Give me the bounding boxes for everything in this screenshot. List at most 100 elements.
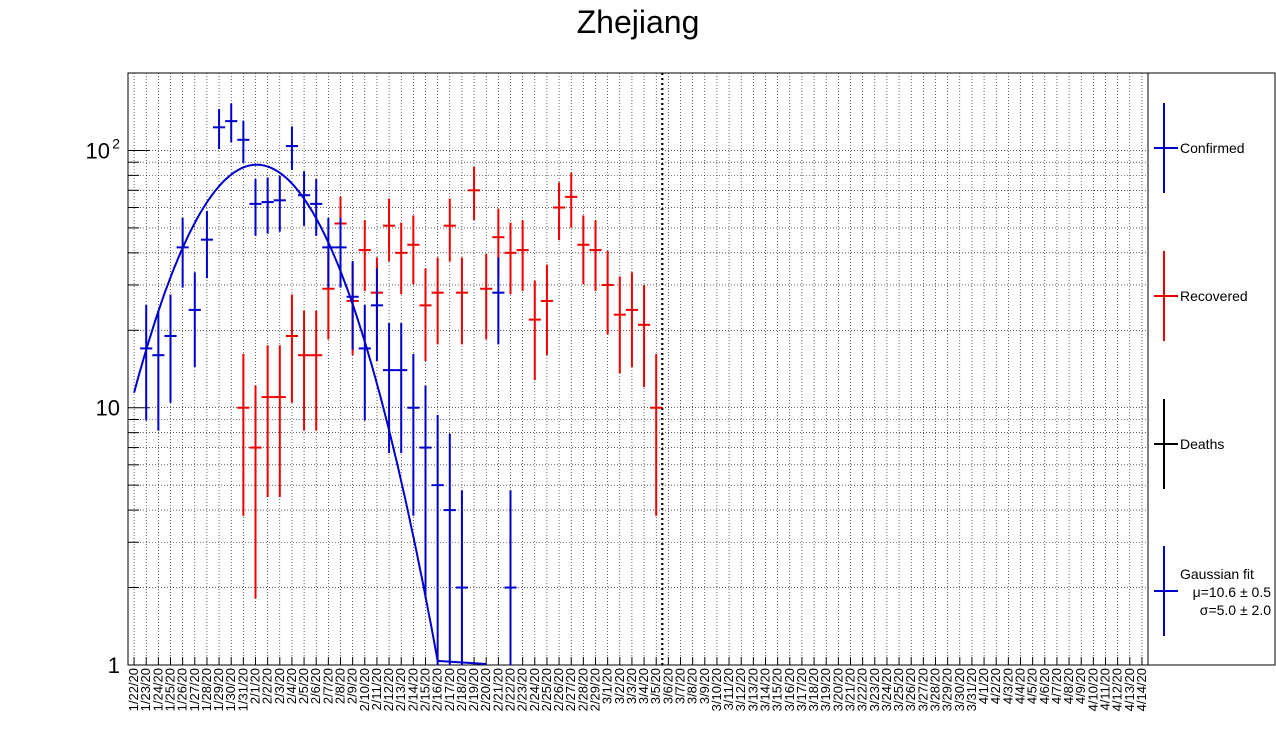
x-tick-label: 3/4/20 [636,668,651,704]
data-point-recovered [468,166,481,221]
legend-entry-deaths: Deaths [1154,399,1224,489]
x-tick-label: 4/11/20 [1098,668,1113,710]
legend-entry-recovered: Recovered [1154,251,1248,341]
x-tick-label: 3/12/20 [733,668,748,711]
x-tick-label: 2/24/20 [527,668,542,711]
data-point-recovered [638,285,651,388]
data-point-recovered [625,272,638,367]
x-tick-label: 2/10/20 [357,668,372,711]
x-tick-label: 3/20/20 [830,668,845,711]
data-point-confirmed [225,103,238,143]
data-point-recovered [383,198,396,262]
chart-title: Zhejiang [576,4,700,40]
data-points [140,103,663,665]
x-tick-label: 1/24/20 [150,668,165,711]
x-tick-label: 2/16/20 [430,668,445,711]
x-tick-label: 1/29/20 [211,668,226,711]
x-tick-label: 1/31/20 [235,668,250,711]
data-point-confirmed [407,353,420,516]
x-tick-label: 2/14/20 [405,668,420,711]
x-tick-label: 2/29/20 [588,668,603,711]
x-tick-label: 3/7/20 [673,668,688,704]
data-point-confirmed [285,126,298,170]
x-tick-label: 3/9/20 [697,668,712,704]
data-point-confirmed [273,175,286,232]
x-tick-label: 3/14/20 [758,668,773,711]
data-point-recovered [589,220,602,291]
x-tick-label: 2/26/20 [551,668,566,711]
data-point-recovered [407,215,420,285]
x-tick-label: 1/27/20 [187,668,202,711]
data-point-recovered [395,222,408,295]
data-point-confirmed [164,294,177,403]
x-tick-label: 3/18/20 [806,668,821,711]
x-tick-label: 3/5/20 [648,668,663,704]
data-point-recovered [565,172,578,228]
x-tick-label: 3/15/20 [770,668,785,711]
legend-fit-mu: μ=10.6 ± 0.5 [1193,584,1272,600]
x-tick-label: 2/23/20 [515,668,530,711]
x-tick-label: 2/15/20 [418,668,433,711]
x-tick-label: 2/11/20 [369,668,384,710]
x-tick-label: 4/13/20 [1122,668,1137,711]
legend-label: Gaussian fit [1180,566,1254,582]
x-tick-label: 2/25/20 [539,668,554,711]
x-tick-label: 2/17/20 [442,668,457,711]
data-point-confirmed [152,310,165,431]
data-point-recovered [455,257,468,345]
x-tick-label: 2/5/20 [296,668,311,704]
x-tick-label: 1/22/20 [126,668,141,711]
data-point-confirmed [358,304,371,421]
data-point-confirmed [492,257,505,345]
data-point-recovered [237,353,250,516]
data-point-recovered [516,220,529,291]
x-tick-label: 4/2/20 [988,668,1003,704]
x-tick-label: 1/26/20 [175,668,190,711]
x-tick-label: 4/5/20 [1025,668,1040,704]
plot-frame [127,72,1149,666]
data-point-confirmed [431,414,444,665]
x-tick-label: 4/12/20 [1110,668,1125,711]
legend-entry-gaussian-fit: Gaussian fit μ=10.6 ± 0.5 σ=5.0 ± 2.0 [1154,546,1271,636]
x-tick-label: 4/3/20 [1000,668,1015,704]
data-point-recovered [601,250,614,335]
legend-label: Recovered [1180,288,1248,304]
data-point-confirmed [443,433,456,665]
x-tick-label: 4/6/20 [1037,668,1052,704]
x-tick-label: 1/30/20 [223,668,238,711]
legend-label: Confirmed [1180,140,1245,156]
data-point-recovered [613,276,626,374]
data-point-recovered [553,182,566,241]
data-point-confirmed [322,217,335,288]
y-tick-label: 1 [108,653,120,678]
legend-fit-sigma: σ=5.0 ± 2.0 [1200,602,1271,618]
data-point-confirmed [213,109,226,150]
data-point-confirmed [188,272,201,367]
data-point-confirmed [419,385,432,599]
x-tick-label: 3/2/20 [612,668,627,704]
x-tick-label: 2/4/20 [284,668,299,704]
x-tick-label: 2/27/20 [563,668,578,711]
data-point-confirmed [504,490,517,665]
data-point-recovered [249,385,262,599]
x-tick-label: 2/12/20 [381,668,396,711]
x-tick-label: 3/30/20 [952,668,967,711]
x-tick-label: 2/13/20 [393,668,408,711]
x-tick-label: 3/27/20 [915,668,930,711]
x-tick-label: 1/23/20 [138,668,153,711]
x-tick-label: 3/6/20 [660,668,675,704]
y-tick-label-exponent: 2 [112,135,120,151]
x-tick-label: 3/8/20 [685,668,700,704]
x-tick-label: 2/7/20 [320,668,335,704]
data-point-recovered [431,257,444,345]
x-tick-label: 3/22/20 [855,668,870,711]
x-tick-label: 2/8/20 [333,668,348,704]
legend-entry-confirmed: Confirmed [1154,103,1245,193]
data-point-recovered [310,310,323,431]
x-tick-label: 1/28/20 [199,668,214,711]
data-point-recovered [480,254,493,340]
data-point-confirmed [176,217,189,288]
x-tick-label: 4/4/20 [1013,668,1028,704]
x-tick-label: 2/20/20 [478,668,493,711]
